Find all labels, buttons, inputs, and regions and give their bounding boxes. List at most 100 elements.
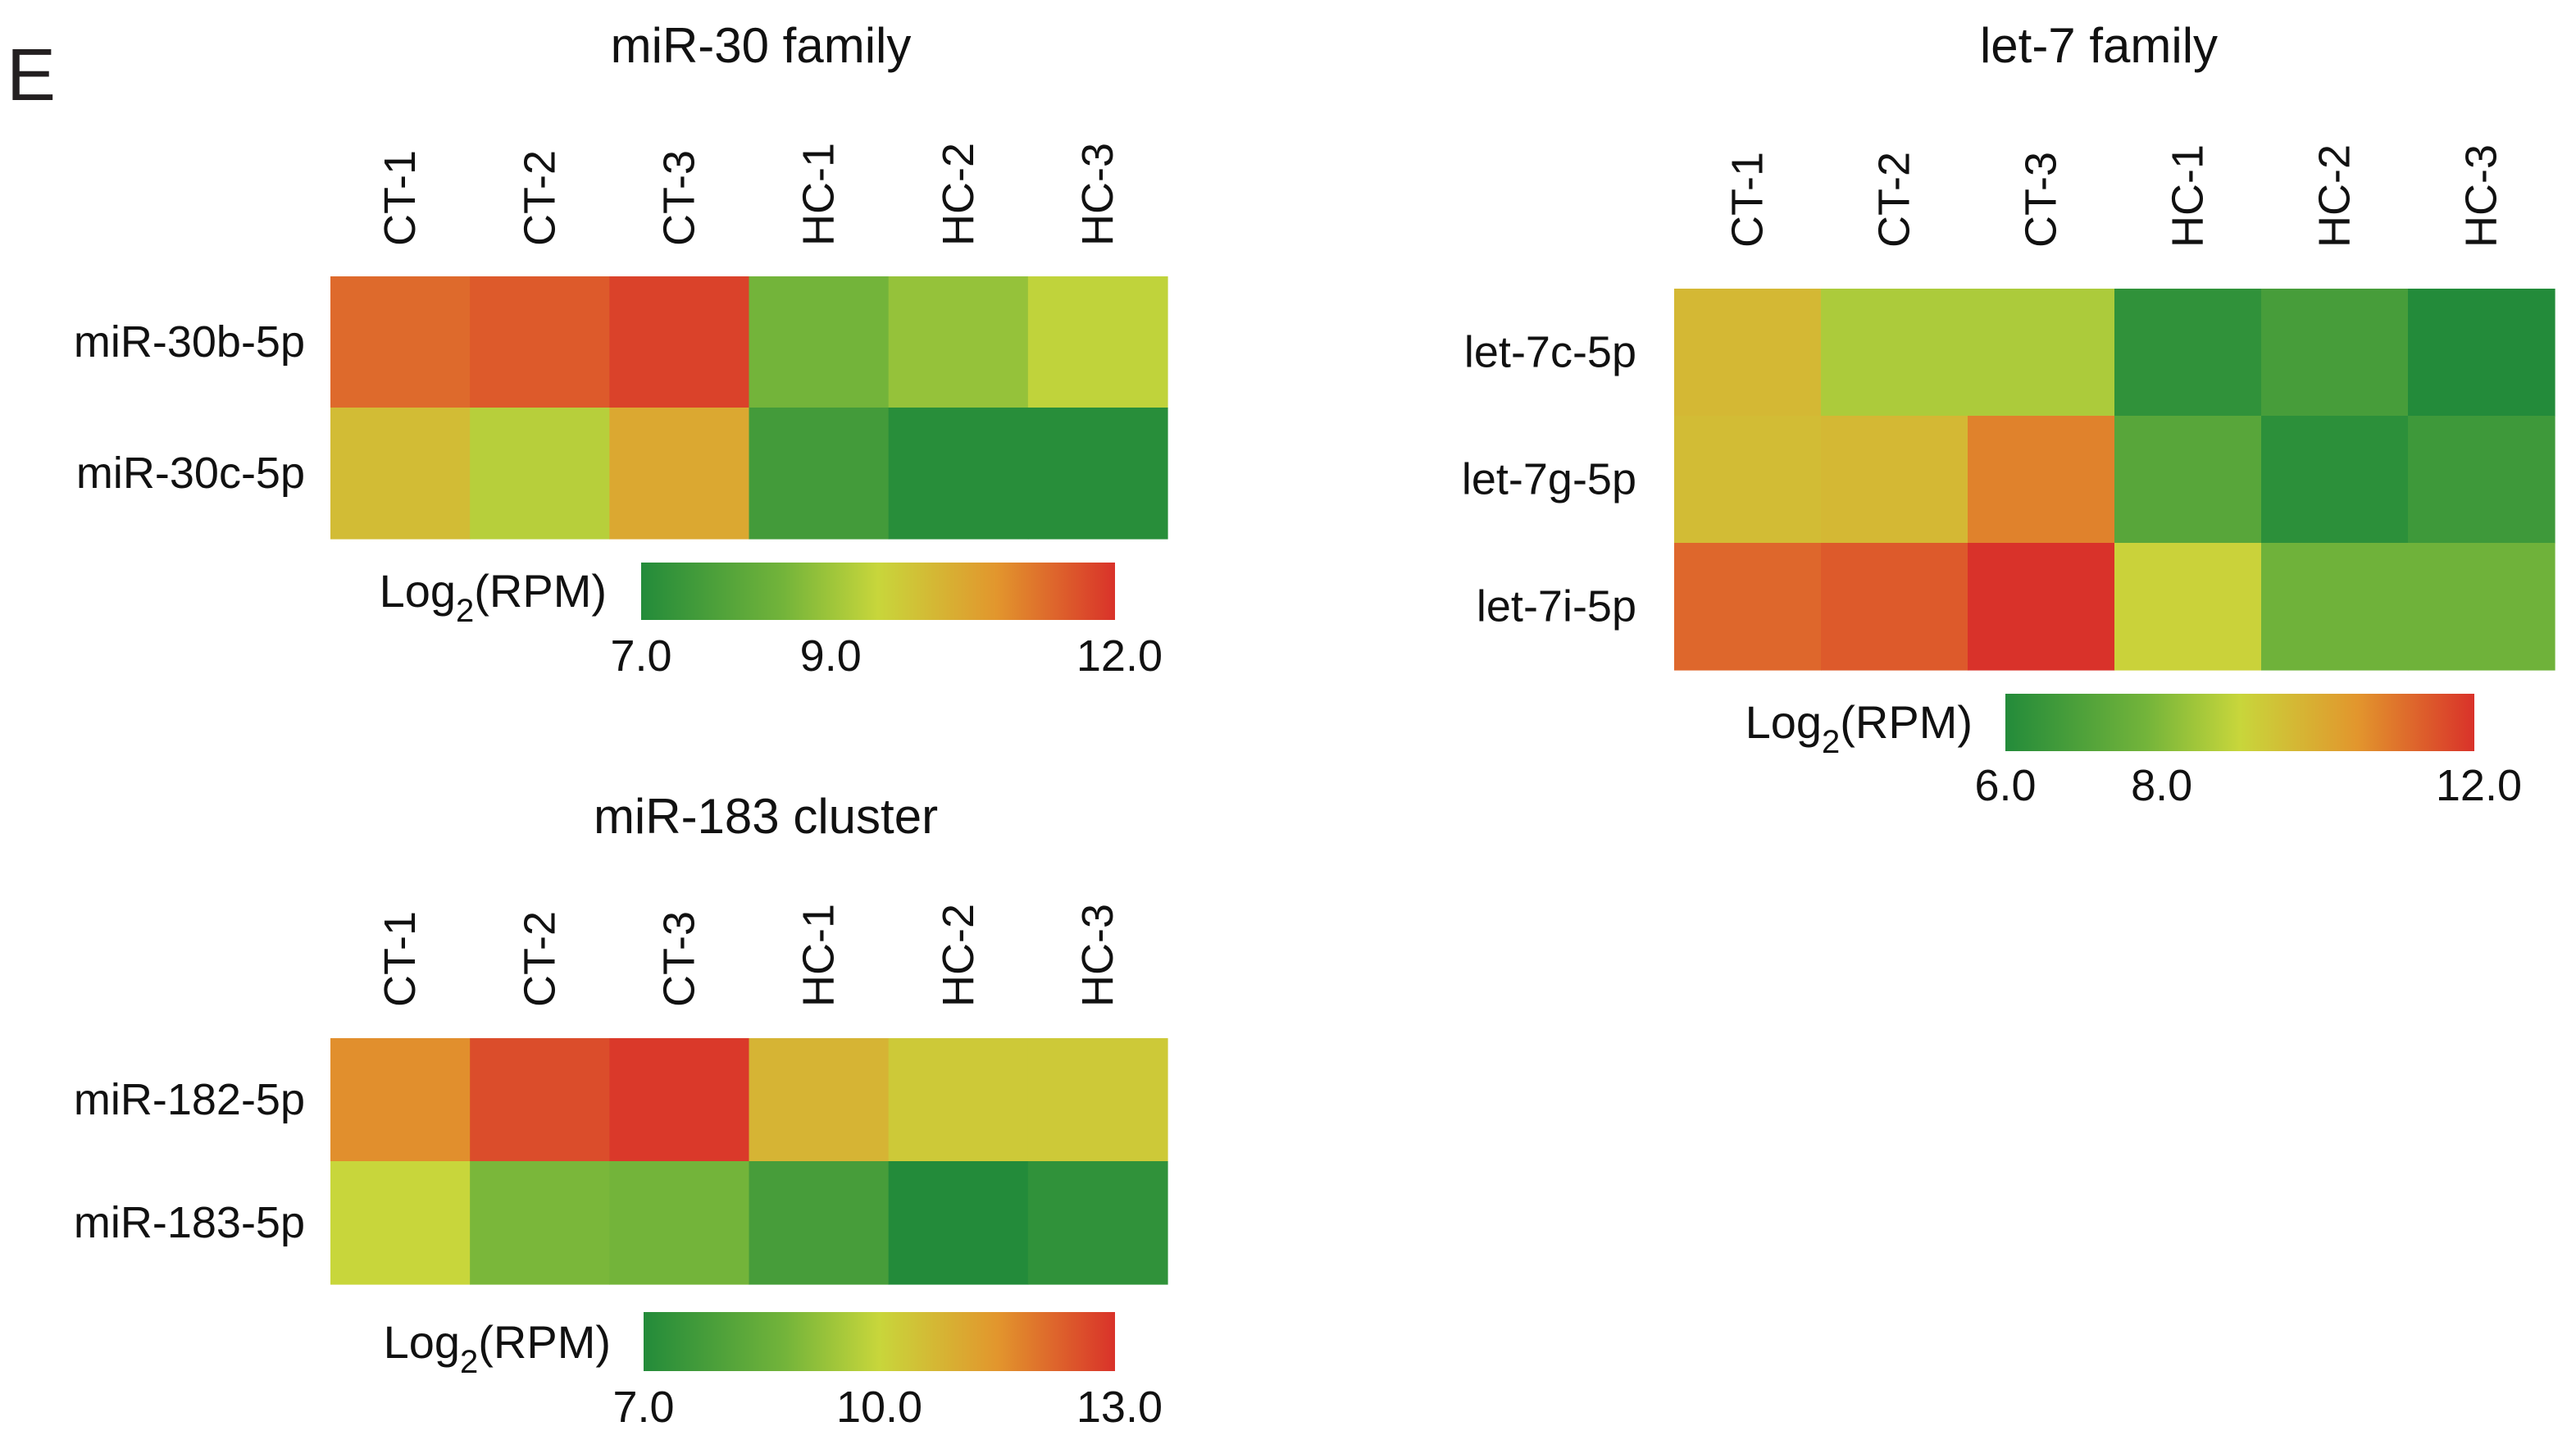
heatmap-cell	[1821, 289, 1968, 417]
row-label: miR-182-5p	[74, 1075, 305, 1124]
heatmap-cells	[330, 276, 1168, 540]
column-labels: CT-1 CT-2 CT-3 HC-1 HC-2 HC-3	[375, 904, 1122, 1007]
heatmap-cell	[888, 276, 1029, 408]
legend-tick-label: 8.0	[2131, 761, 2192, 810]
heatmap-cell	[888, 408, 1029, 540]
column-label: CT-1	[375, 150, 425, 246]
color-legend: Log2(RPM)7.0 10.0 13.0	[384, 1312, 1163, 1432]
heatmap-cell	[749, 1038, 890, 1162]
column-label: HC-3	[2457, 144, 2506, 248]
row-labels: miR-30b-5p miR-30c-5p	[74, 317, 305, 498]
column-label: HC-1	[2164, 144, 2213, 248]
heatmap-cell	[609, 1161, 750, 1285]
heatmap-cell	[2114, 416, 2262, 544]
color-legend: Log2(RPM)6.0 8.0 12.0	[1745, 694, 2522, 810]
column-label: HC-1	[794, 904, 844, 1007]
heatmap-title: let-7 family	[1980, 18, 2218, 73]
column-label: CT-1	[1723, 152, 1773, 248]
legend-colorbar	[644, 1312, 1115, 1371]
heatmap-cell	[749, 1161, 890, 1285]
heatmap-cell	[609, 408, 750, 540]
heatmap-cell	[2408, 289, 2556, 417]
column-label: HC-2	[2310, 144, 2360, 248]
heatmap-cell	[470, 1038, 610, 1162]
column-label: CT-2	[515, 911, 564, 1007]
heatmap-cell	[330, 1038, 471, 1162]
heatmap-cell	[2261, 416, 2409, 544]
color-legend: Log2(RPM)7.0 9.0 12.0	[380, 563, 1163, 681]
column-label: CT-2	[1870, 152, 1919, 248]
heatmap-cell	[1027, 408, 1168, 540]
column-label: CT-3	[2017, 152, 2066, 248]
column-labels: CT-1 CT-2 CT-3 HC-1 HC-2 HC-3	[375, 143, 1122, 246]
heatmap-cell	[1027, 276, 1168, 408]
column-label: CT-3	[654, 911, 703, 1007]
row-label: let-7i-5p	[1477, 582, 1636, 631]
legend-tick-label: 12.0	[1076, 631, 1163, 681]
legend-tick-label: 10.0	[836, 1383, 922, 1432]
panel-label: E	[7, 34, 56, 116]
legend-tick-label: 6.0	[1974, 761, 2036, 810]
legend-tick-label: 13.0	[1076, 1383, 1163, 1432]
heatmap-title: miR-183 cluster	[594, 789, 938, 844]
legend-label: Log2(RPM)	[384, 1316, 611, 1380]
legend-colorbar	[641, 563, 1115, 620]
heatmap-cell	[2408, 416, 2556, 544]
heatmap-cell	[470, 408, 610, 540]
heatmap-cell	[888, 1161, 1029, 1285]
heatmap-cell	[1674, 416, 1822, 544]
heatmap-cell	[470, 1161, 610, 1285]
heatmap-cell	[2261, 289, 2409, 417]
heatmap-cell	[888, 1038, 1029, 1162]
heatmap-cells	[330, 1038, 1168, 1285]
heatmap-cell	[1821, 543, 1968, 671]
heatmap-cell	[2114, 543, 2262, 671]
heatmap-cell	[1674, 543, 1822, 671]
heatmap-title: miR-30 family	[611, 18, 912, 73]
heatmap-cells	[1674, 289, 2556, 671]
heatmap-cell	[749, 408, 890, 540]
column-label: HC-2	[934, 143, 983, 246]
heatmap-cell	[470, 276, 610, 408]
column-label: CT-2	[515, 150, 564, 246]
heatmap-mir30-family: miR-30 family CT-1 CT-2 CT-3 HC-1 HC-2 HC-3 m…	[74, 18, 1168, 681]
column-label: HC-2	[934, 904, 983, 1007]
heatmap-cell	[609, 276, 750, 408]
heatmap-cell	[2114, 289, 2262, 417]
column-label: CT-3	[654, 150, 703, 246]
legend-colorbar	[2005, 694, 2474, 751]
column-label: HC-3	[1073, 904, 1122, 1007]
row-labels: let-7c-5p let-7g-5p let-7i-5p	[1462, 328, 1636, 631]
legend-tick-label: 12.0	[2436, 761, 2522, 810]
heatmap-cell	[1821, 416, 1968, 544]
row-labels: miR-182-5p miR-183-5p	[74, 1075, 305, 1247]
heatmap-cell	[1027, 1161, 1168, 1285]
row-label: miR-183-5p	[74, 1198, 305, 1247]
column-labels: CT-1 CT-2 CT-3 HC-1 HC-2 HC-3	[1723, 144, 2506, 248]
heatmap-cell	[609, 1038, 750, 1162]
heatmap-cell	[1027, 1038, 1168, 1162]
column-label: HC-3	[1073, 143, 1122, 246]
heatmap-cell	[1674, 289, 1822, 417]
heatmap-mir183-cluster: miR-183 cluster CT-1 CT-2 CT-3 HC-1 HC-2 HC-3…	[74, 789, 1168, 1432]
legend-label: Log2(RPM)	[1745, 696, 1973, 760]
heatmap-cell	[2261, 543, 2409, 671]
heatmap-let7-family: let-7 family CT-1 CT-2 CT-3 HC-1 HC-2 HC-3 le…	[1462, 18, 2556, 810]
row-label: let-7c-5p	[1464, 328, 1636, 377]
heatmap-cell	[330, 276, 471, 408]
legend-tick-label: 7.0	[612, 1383, 674, 1432]
heatmap-cell	[749, 276, 890, 408]
heatmap-cell	[1968, 289, 2115, 417]
column-label: CT-1	[375, 911, 425, 1007]
legend-tick-label: 7.0	[610, 631, 671, 681]
row-label: miR-30c-5p	[76, 449, 305, 498]
row-label: miR-30b-5p	[74, 317, 305, 367]
column-label: HC-1	[794, 143, 844, 246]
heatmap-cell	[2408, 543, 2556, 671]
heatmap-cell	[1968, 416, 2115, 544]
row-label: let-7g-5p	[1462, 455, 1636, 504]
legend-label: Log2(RPM)	[380, 565, 607, 629]
heatmap-cell	[1968, 543, 2115, 671]
heatmap-cell	[330, 1161, 471, 1285]
